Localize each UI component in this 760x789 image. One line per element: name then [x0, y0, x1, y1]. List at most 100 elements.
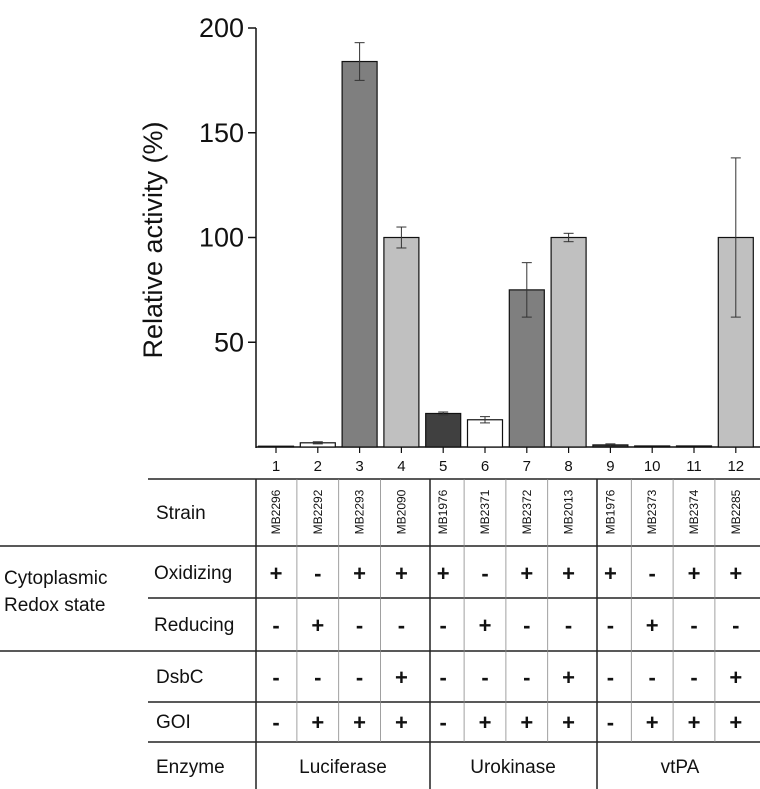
cell-reducing: - — [440, 613, 447, 638]
row-label-oxidizing: Oxidizing — [154, 563, 232, 584]
strain-label: MB2373 — [645, 489, 659, 534]
cell-reducing: - — [732, 613, 739, 638]
x-tick-label: 5 — [439, 458, 447, 475]
table-grid — [0, 478, 760, 789]
cell-dsbc: - — [607, 665, 614, 690]
strain-label: MB2285 — [729, 489, 743, 534]
table-thin-lines — [296, 479, 716, 742]
enzyme-luciferase: Luciferase — [299, 757, 387, 778]
enzyme-urokinase: Urokinase — [470, 757, 556, 778]
x-tick-label: 12 — [727, 458, 744, 475]
strain-label: MB1976 — [436, 489, 450, 534]
cell-dsbc: - — [690, 665, 697, 690]
cell-goi: + — [311, 710, 324, 735]
enzyme-vtpa: vtPA — [661, 757, 700, 778]
bar — [634, 445, 671, 448]
cell-reducing: + — [479, 613, 492, 638]
cell-oxidizing: + — [520, 561, 533, 586]
cell-goi: + — [353, 710, 366, 735]
cell-oxidizing: + — [562, 561, 575, 586]
cell-goi: + — [562, 710, 575, 735]
bar — [257, 445, 295, 448]
cell-oxidizing: + — [604, 561, 617, 586]
strain-label: MB2090 — [394, 489, 408, 534]
row-label-cytoplasmic: Cytoplasmic — [4, 568, 107, 589]
cell-reducing: - — [690, 613, 697, 638]
y-tick-label: 150 — [199, 118, 244, 148]
cell-goi: + — [646, 710, 659, 735]
cell-reducing: - — [607, 613, 614, 638]
cell-reducing: - — [356, 613, 363, 638]
cell-oxidizing: + — [729, 561, 742, 586]
cell-dsbc: + — [562, 665, 575, 690]
cell-dsbc: - — [649, 665, 656, 690]
row-label-strain: Strain — [156, 503, 206, 524]
y-ticks: 50 100 150 200 — [199, 13, 256, 357]
cell-dsbc: - — [523, 665, 530, 690]
cell-goi: + — [688, 710, 701, 735]
x-tick-label: 8 — [564, 458, 572, 475]
cell-dsbc: - — [356, 665, 363, 690]
cell-goi: + — [520, 710, 533, 735]
row-label-redox-state: Redox state — [4, 595, 105, 616]
cell-goi: + — [395, 710, 408, 735]
x-tick-label: 1 — [272, 458, 280, 475]
row-label-enzyme: Enzyme — [156, 757, 225, 778]
cell-reducing: - — [565, 613, 572, 638]
bar — [383, 236, 420, 448]
cell-oxidizing: + — [270, 561, 283, 586]
cell-reducing: - — [272, 613, 279, 638]
cell-goi: - — [272, 710, 279, 735]
bars — [257, 42, 754, 448]
y-tick-label: 200 — [199, 13, 244, 43]
bar — [425, 412, 462, 448]
cell-oxidizing: + — [353, 561, 366, 586]
cell-reducing: + — [646, 613, 659, 638]
strain-label: MB2013 — [562, 489, 576, 534]
cell-oxidizing: - — [481, 561, 488, 586]
y-axis-label: Relative activity (%) — [138, 121, 168, 358]
x-tick-label: 6 — [481, 458, 489, 475]
x-tick-label: 7 — [523, 458, 531, 475]
cell-dsbc: - — [314, 665, 321, 690]
x-tick-label: 3 — [355, 458, 363, 475]
cell-goi: + — [479, 710, 492, 735]
bar — [550, 236, 587, 448]
strain-label: MB2296 — [269, 489, 283, 534]
cell-oxidizing: - — [649, 561, 656, 586]
bar — [675, 445, 713, 448]
cell-dsbc: - — [440, 665, 447, 690]
cell-goi: - — [440, 710, 447, 735]
y-tick-label: 100 — [199, 223, 244, 253]
row-label-reducing: Reducing — [154, 615, 234, 636]
y-tick-label: 50 — [214, 327, 244, 357]
cell-dsbc: - — [481, 665, 488, 690]
x-tick-label: 4 — [397, 458, 405, 475]
x-tick-label: 10 — [644, 458, 661, 475]
cell-oxidizing: - — [314, 561, 321, 586]
cell-reducing: - — [523, 613, 530, 638]
cell-oxidizing: + — [395, 561, 408, 586]
strain-label: MB1976 — [603, 489, 617, 534]
cell-oxidizing: + — [688, 561, 701, 586]
cell-dsbc: + — [729, 665, 742, 690]
cell-oxidizing: + — [437, 561, 450, 586]
cell-reducing: + — [311, 613, 324, 638]
cell-reducing: - — [398, 613, 405, 638]
cell-dsbc: + — [395, 665, 408, 690]
cell-dsbc: - — [272, 665, 279, 690]
table-cells: MB2296 MB2292 MB2293 MB2090 MB1976 MB2371 MB23… — [269, 489, 743, 735]
row-label-dsbc: DsbC — [156, 667, 204, 688]
x-ticks: 1 2 3 4 5 6 7 8 9 10 11 12 — [272, 447, 744, 475]
strain-label: MB2293 — [353, 489, 367, 534]
cell-goi: + — [729, 710, 742, 735]
x-tick-label: 11 — [686, 458, 702, 475]
strain-label: MB2372 — [520, 489, 534, 534]
strain-label: MB2292 — [311, 489, 325, 534]
x-tick-label: 9 — [606, 458, 614, 475]
row-label-goi: GOI — [156, 712, 191, 733]
strain-label: MB2374 — [687, 489, 701, 534]
cell-goi: - — [607, 710, 614, 735]
bar — [466, 419, 504, 448]
